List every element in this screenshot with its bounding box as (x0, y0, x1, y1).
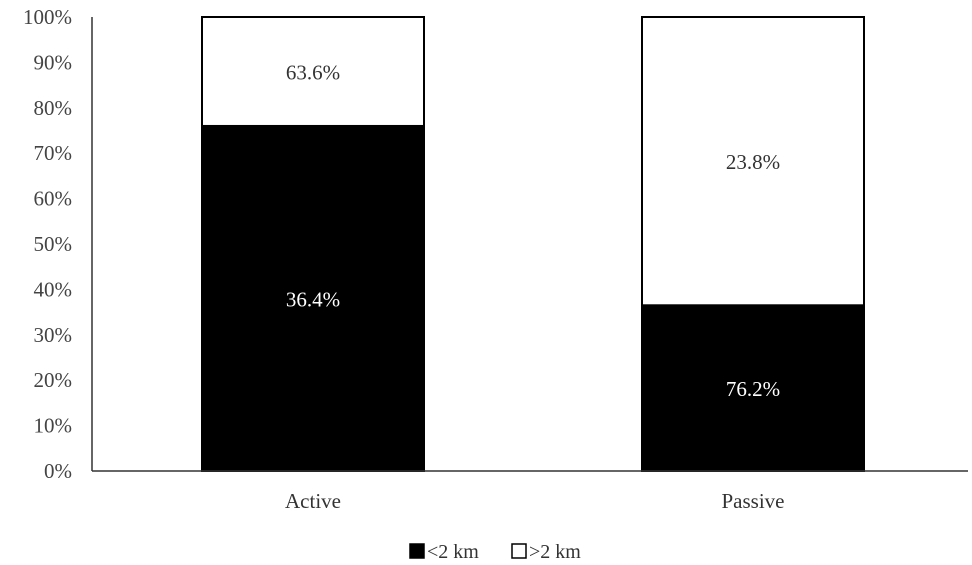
x-axis-categories: Active Passive (285, 489, 784, 513)
y-tick-label: 60% (34, 187, 73, 211)
bar-segment (201, 124, 425, 473)
bar-segment (201, 16, 425, 127)
legend-swatch (511, 543, 527, 559)
legend-label: <2 km (427, 541, 479, 563)
bars: 36.4% 63.6% 76.2% 23.8% (201, 16, 865, 473)
legend: <2 km >2 km (409, 541, 581, 563)
y-tick-label: 90% (34, 50, 73, 74)
data-label: 76.2% (726, 377, 780, 401)
y-axis-ticks: 0% 10% 20% 30% 40% 50% 60% 70% 80% 90% 100% (23, 5, 72, 483)
legend-swatch (409, 543, 425, 559)
category-label: Passive (722, 489, 785, 513)
data-label: 36.4% (286, 287, 340, 311)
y-tick-label: 40% (34, 277, 73, 301)
data-label: 63.6% (286, 60, 340, 84)
y-tick-label: 100% (23, 5, 72, 29)
y-tick-label: 70% (34, 141, 73, 165)
y-tick-label: 10% (34, 414, 73, 438)
category-label: Active (285, 489, 341, 513)
data-label: 23.8% (726, 150, 780, 174)
y-tick-label: 20% (34, 368, 73, 392)
y-tick-label: 30% (34, 323, 73, 347)
y-tick-label: 0% (44, 459, 72, 483)
bar-segment (641, 16, 865, 307)
legend-label: >2 km (529, 541, 581, 563)
y-tick-label: 50% (34, 232, 73, 256)
y-tick-label: 80% (34, 96, 73, 120)
